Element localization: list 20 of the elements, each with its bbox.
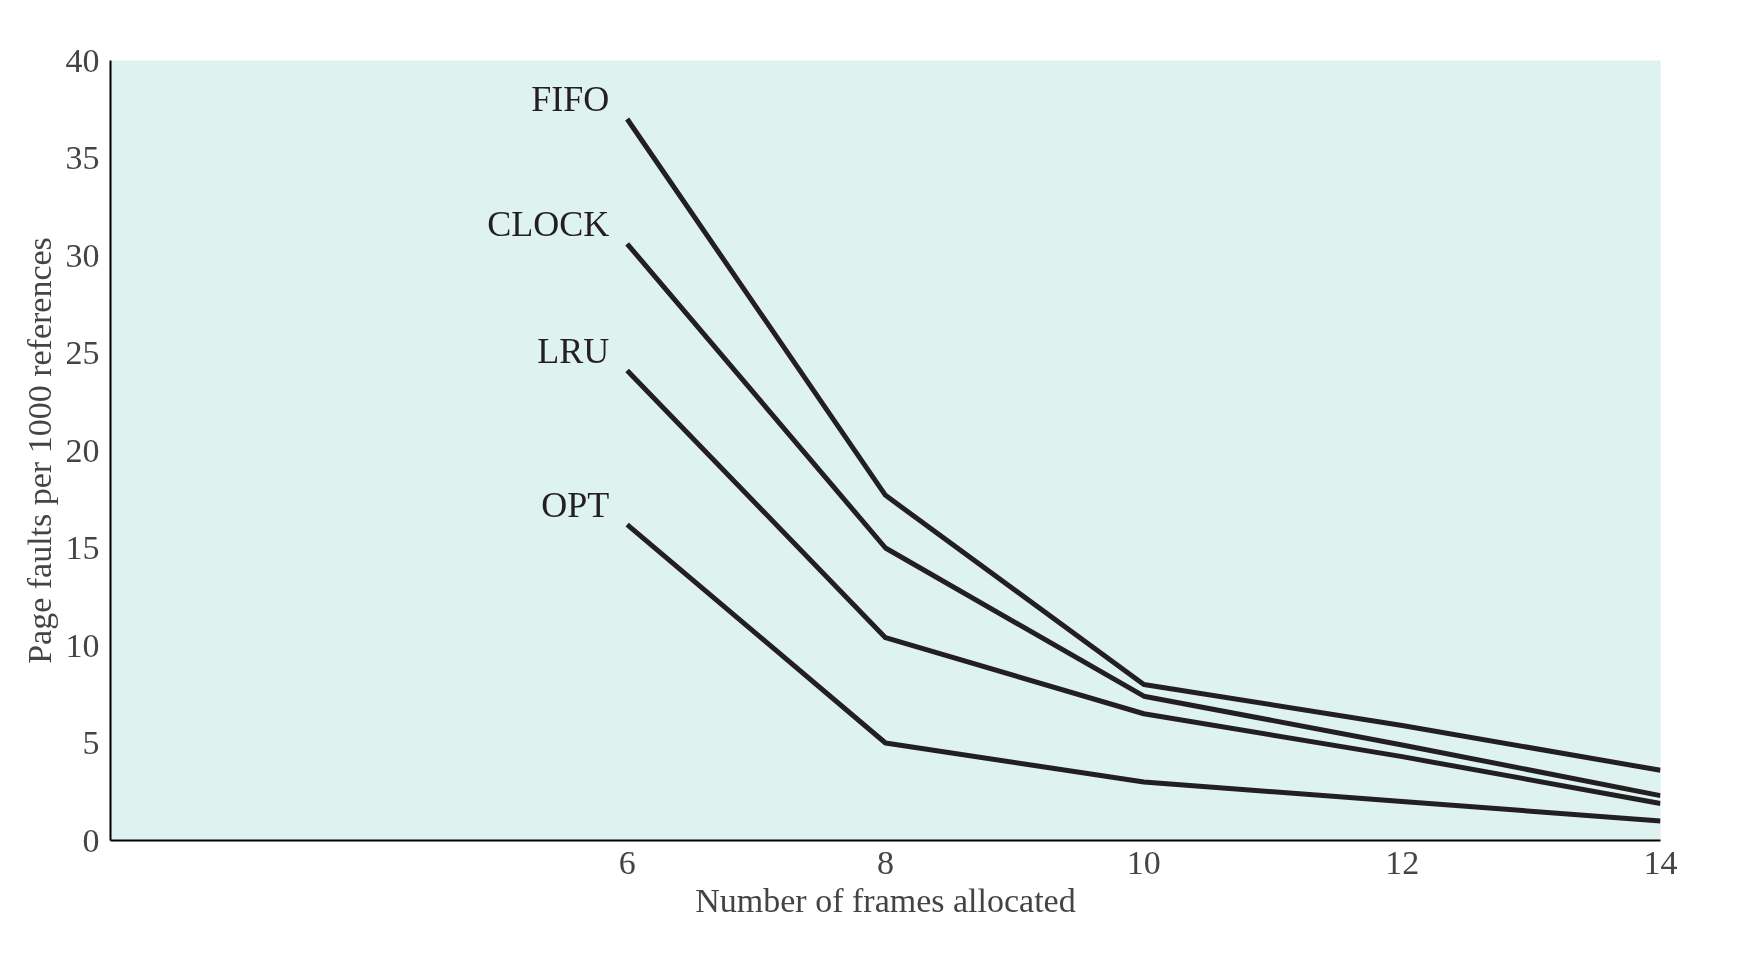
x-tick-label: 8 bbox=[877, 843, 894, 881]
series-label: FIFO bbox=[531, 79, 610, 119]
y-tick-label: 40 bbox=[65, 41, 100, 79]
x-tick-label: 6 bbox=[618, 843, 636, 881]
x-tick-label: 10 bbox=[1126, 843, 1161, 881]
series-label: CLOCK bbox=[487, 203, 610, 244]
y-tick-label: 0 bbox=[82, 821, 100, 859]
series-label: OPT bbox=[541, 484, 610, 525]
series-label: LRU bbox=[537, 330, 610, 371]
x-axis-title: Number of frames allocated bbox=[695, 881, 1076, 919]
y-tick-label: 30 bbox=[65, 236, 100, 274]
y-tick-label: 25 bbox=[65, 334, 100, 371]
y-tick-label: 35 bbox=[65, 139, 100, 176]
y-tick-label: 10 bbox=[65, 626, 100, 664]
x-tick-label: 14 bbox=[1643, 843, 1678, 881]
y-tick-label: 5 bbox=[82, 724, 100, 761]
y-tick-label: 15 bbox=[65, 529, 100, 566]
y-tick-label: 20 bbox=[65, 431, 100, 469]
y-axis-title: Page faults per 1000 references bbox=[20, 237, 58, 664]
x-tick-label: 12 bbox=[1385, 843, 1420, 881]
